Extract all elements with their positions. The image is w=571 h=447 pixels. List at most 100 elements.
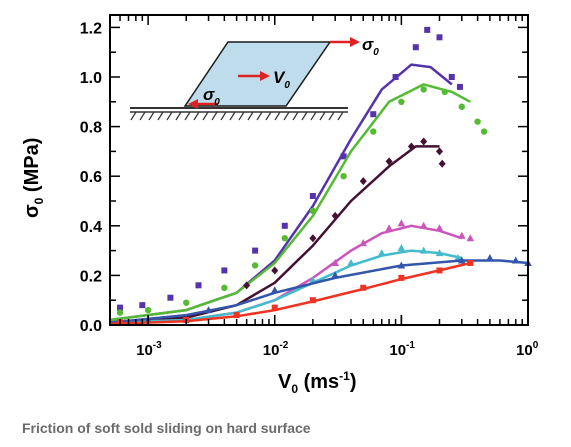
y-tick-label-0: 0.0 — [80, 318, 102, 335]
y-tick-label-6: 1.2 — [80, 20, 102, 37]
series-2-point — [243, 281, 251, 290]
series-3-point — [457, 231, 466, 239]
hatch-mark — [301, 111, 308, 121]
series-0-point — [424, 26, 431, 33]
series-2-point — [309, 234, 317, 243]
inset-diagram: σ0 V0 σ0 — [130, 35, 379, 121]
series-1-point — [480, 128, 488, 135]
hatch-mark — [175, 111, 182, 121]
series-0-point — [281, 222, 288, 229]
inset-shear-subscript: 0 — [373, 47, 379, 58]
series-1-point — [144, 306, 152, 314]
series-4-point — [419, 246, 428, 254]
hatch-mark — [256, 111, 263, 121]
axis-ticks — [109, 15, 529, 326]
series-5-fit-line — [109, 259, 529, 324]
inset-velocity-symbol: V — [273, 68, 286, 87]
series-1-point — [370, 128, 377, 135]
inset-friction-arrowhead — [188, 99, 198, 109]
series-3-point — [331, 259, 339, 266]
series-2-point — [331, 211, 339, 220]
hatch-mark — [130, 111, 137, 121]
hatch-mark — [211, 111, 218, 121]
inset-shear-symbol: σ — [362, 35, 374, 54]
hatch-mark — [229, 111, 236, 121]
series-5-point — [331, 271, 339, 279]
series-5-point — [486, 254, 494, 262]
series-0-point — [448, 74, 455, 80]
y-tick-label-5: 1.0 — [80, 70, 102, 87]
x-tick-exponent: 0 — [533, 340, 539, 351]
series-4-fit-line — [109, 249, 463, 324]
series-2-point — [438, 159, 446, 168]
series-0-point — [252, 247, 259, 254]
y-axis-label-unit: (MPa) — [21, 138, 43, 198]
x-tick-exponent: -1 — [406, 340, 415, 351]
series-4-point — [454, 254, 462, 262]
inset-velocity-arrowhead — [260, 71, 270, 81]
series-2-point — [435, 147, 443, 156]
series-3-point — [385, 224, 393, 232]
series-3-point — [435, 224, 444, 232]
series-6-point — [233, 312, 240, 319]
series-3-point — [397, 219, 406, 227]
x-axis-label-main: V — [278, 371, 292, 393]
series-1-point — [309, 207, 317, 215]
series-0-point — [436, 34, 443, 41]
hatch-mark — [220, 111, 227, 121]
plot-frame — [109, 14, 529, 326]
series-2-point — [420, 137, 428, 146]
inset-friction-label: σ0 — [203, 85, 220, 108]
x-tick-base: 10 — [263, 342, 280, 359]
hatch-mark — [319, 111, 326, 121]
inset-friction-symbol: σ — [203, 85, 215, 104]
series-1-point — [398, 98, 405, 106]
hatch-mark — [337, 111, 344, 121]
inset-shear-label: σ0 — [362, 35, 379, 58]
series-1-point — [340, 173, 347, 180]
inset-ground-hatch — [130, 111, 344, 121]
hatch-mark — [265, 111, 272, 121]
y-tick-label-1: 0.2 — [80, 268, 102, 285]
series-1-point — [474, 118, 481, 125]
series-3-point — [419, 221, 428, 229]
series-0-point — [392, 74, 399, 80]
hatch-mark — [238, 111, 245, 121]
hatch-mark — [328, 111, 335, 121]
figure-caption: Friction of soft sold sliding on hard su… — [22, 420, 311, 436]
series-6-point — [467, 260, 474, 266]
x-tick-label-3: 100 — [516, 340, 539, 359]
series-2-point — [271, 266, 279, 275]
series-1-fit-line — [109, 83, 471, 322]
series-3-point — [359, 239, 368, 247]
series-4-point — [347, 259, 355, 266]
series-5-point — [511, 256, 520, 264]
x-tick-exponent: -2 — [279, 340, 288, 351]
series-5-point — [270, 286, 279, 294]
series-0-point — [117, 304, 124, 311]
x-tick-label-0: 10-3 — [136, 340, 162, 359]
series-6-point — [398, 274, 405, 281]
hatch-mark — [247, 111, 254, 121]
series-5-point — [397, 261, 406, 269]
hatch-mark — [283, 111, 290, 121]
hatch-mark — [274, 111, 281, 121]
x-axis-label: V0 (ms-1) — [278, 369, 357, 396]
y-tick-label-2: 0.4 — [80, 219, 102, 236]
x-tick-exponent: -3 — [153, 340, 162, 351]
x-tick-base: 10 — [136, 342, 153, 359]
inset-velocity-label: V0 — [273, 68, 290, 91]
series-6-point — [436, 267, 443, 274]
inset-shear-arrowhead — [350, 37, 360, 47]
series-3-point — [466, 234, 475, 242]
series-1-point — [221, 284, 228, 291]
inset-velocity-subscript: 0 — [284, 80, 290, 91]
x-axis-label-unit: (ms — [298, 371, 339, 393]
x-axis-label-sub: 0 — [291, 382, 298, 396]
y-tick-label-3: 0.6 — [80, 169, 102, 186]
series-2-point — [407, 142, 415, 151]
series-1-point — [183, 299, 190, 306]
hatch-mark — [202, 111, 209, 121]
